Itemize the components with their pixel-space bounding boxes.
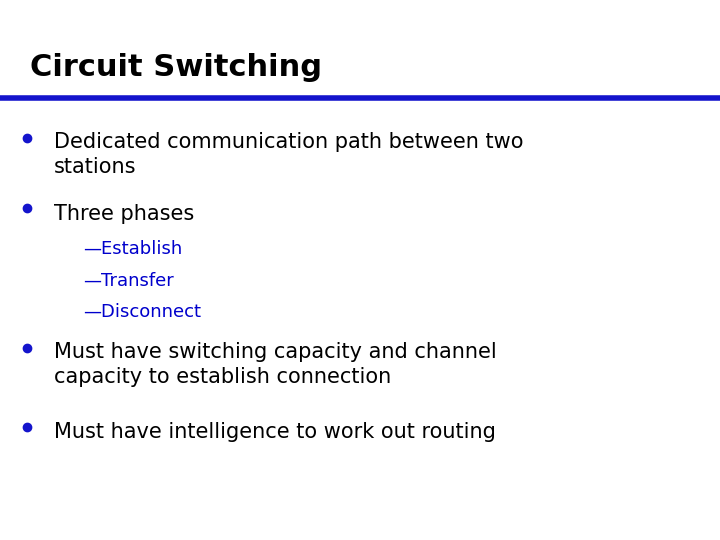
Text: —Transfer: —Transfer xyxy=(83,272,174,289)
Text: —Establish: —Establish xyxy=(83,240,182,258)
Text: Must have intelligence to work out routing: Must have intelligence to work out routi… xyxy=(54,422,496,442)
Text: —Disconnect: —Disconnect xyxy=(83,303,201,321)
Text: Must have switching capacity and channel
capacity to establish connection: Must have switching capacity and channel… xyxy=(54,342,497,387)
Text: Three phases: Three phases xyxy=(54,204,194,224)
Text: Circuit Switching: Circuit Switching xyxy=(30,53,323,82)
Text: Dedicated communication path between two
stations: Dedicated communication path between two… xyxy=(54,132,523,177)
